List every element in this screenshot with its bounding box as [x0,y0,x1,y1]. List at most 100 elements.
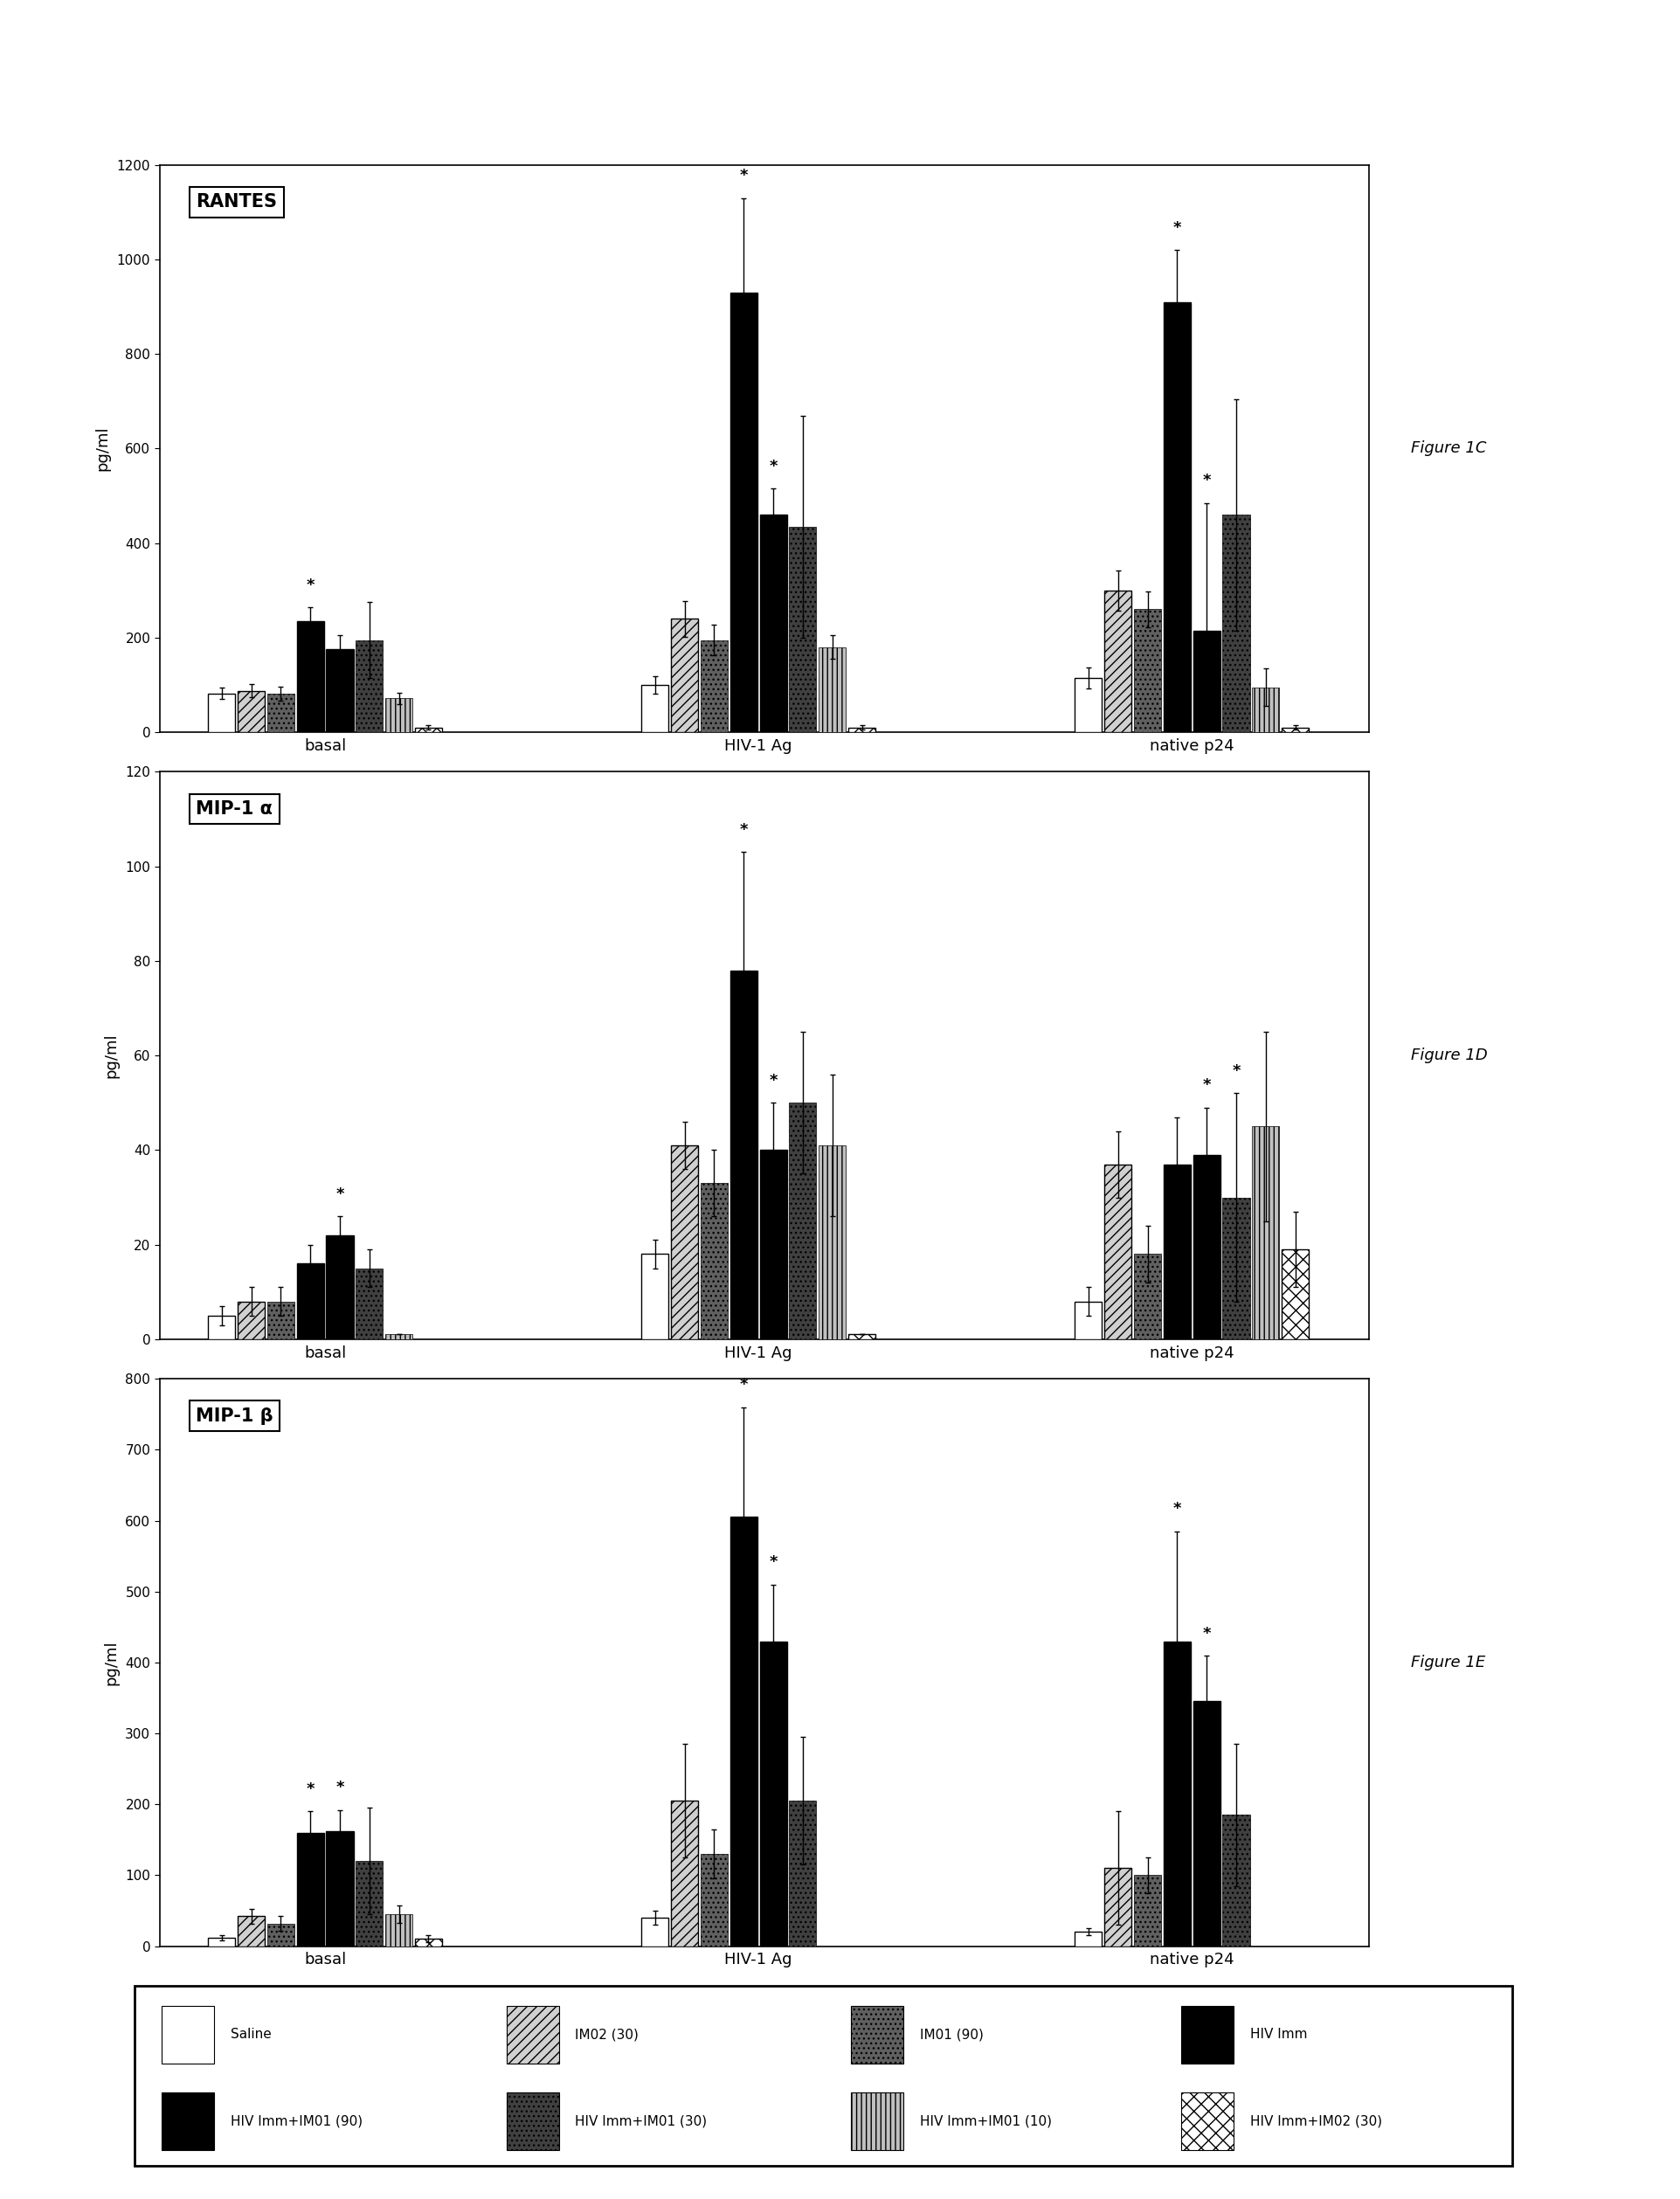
Text: HIV Imm+IM01 (90): HIV Imm+IM01 (90) [230,2115,363,2126]
Text: *: * [1173,1502,1181,1517]
Bar [1223,1814,1250,1946]
Bar [1193,631,1220,732]
Text: *: * [1231,1064,1240,1080]
Y-axis label: pg/ml: pg/ml [96,427,111,471]
Bar [237,1915,265,1946]
Text: MIP-1 β: MIP-1 β [197,1407,274,1425]
Bar [297,1264,324,1339]
Bar [790,1104,816,1339]
Bar [731,1517,758,1946]
Text: Saline: Saline [230,2027,272,2041]
Bar [208,693,235,732]
Bar [1193,1154,1220,1339]
Bar [701,640,727,732]
Bar [790,526,816,732]
Bar [642,686,669,732]
Bar [759,1640,786,1946]
Text: MIP-1 α: MIP-1 α [197,800,272,818]
Text: *: * [769,1555,778,1570]
Bar [1104,1163,1132,1339]
Bar [1164,1163,1191,1339]
Bar [1104,1869,1132,1946]
Bar [701,1183,727,1339]
Text: *: * [739,1377,748,1392]
Bar [1252,1126,1280,1339]
Bar [818,647,847,732]
Bar [850,2005,904,2063]
Text: *: * [739,167,748,185]
Bar [208,1315,235,1339]
Bar [208,1937,235,1946]
Bar [385,1913,413,1946]
Bar [1164,301,1191,732]
Bar [1223,1196,1250,1339]
Text: *: * [306,1781,314,1797]
Bar [1282,728,1309,732]
Bar [1164,1640,1191,1946]
Text: *: * [336,1185,344,1203]
Bar [1223,515,1250,732]
Bar [1252,688,1280,732]
Bar [850,2091,904,2151]
Bar [297,1832,324,1946]
Bar [356,640,383,732]
Bar [506,2005,559,2063]
Bar [506,2091,559,2151]
Bar [267,1924,294,1946]
Bar [670,1801,699,1946]
Bar [326,1832,353,1946]
Bar [385,1335,413,1339]
Bar [701,1854,727,1946]
Text: IM01 (90): IM01 (90) [919,2027,983,2041]
Bar [731,970,758,1339]
Bar [267,693,294,732]
Text: Figure 1E: Figure 1E [1411,1654,1485,1671]
Text: *: * [1203,1078,1211,1093]
Text: HIV Imm+IM01 (30): HIV Imm+IM01 (30) [575,2115,707,2126]
Y-axis label: pg/ml: pg/ml [104,1640,119,1684]
Text: *: * [1203,1625,1211,1640]
Text: *: * [769,460,778,475]
Y-axis label: pg/ml: pg/ml [104,1034,119,1078]
Bar [356,1269,383,1339]
Bar [267,1302,294,1339]
Bar [1075,1302,1102,1339]
Text: *: * [1173,220,1181,235]
Bar [1134,609,1161,732]
Bar [1134,1253,1161,1339]
Bar [731,292,758,732]
Bar [237,1302,265,1339]
Bar [415,1940,442,1946]
Bar [1193,1702,1220,1946]
Bar [642,1918,669,1946]
Text: *: * [306,576,314,594]
Bar [1181,2005,1233,2063]
Text: *: * [769,1073,778,1089]
Bar [1075,1933,1102,1946]
Bar [237,690,265,732]
Text: *: * [1203,473,1211,488]
Text: RANTES: RANTES [197,194,277,211]
Text: *: * [336,1779,344,1797]
Bar [415,728,442,732]
Bar [356,1860,383,1946]
Bar [161,2005,215,2063]
Bar [326,1236,353,1339]
Bar [1282,1249,1309,1339]
Text: *: * [739,822,748,838]
Bar [790,1801,816,1946]
Bar [385,699,413,732]
Bar [818,1146,847,1339]
Bar [326,649,353,732]
Text: Figure 1C: Figure 1C [1411,440,1487,457]
Text: HIV Imm: HIV Imm [1250,2027,1307,2041]
Bar [759,515,786,732]
Bar [297,620,324,732]
Text: HIV Imm+IM02 (30): HIV Imm+IM02 (30) [1250,2115,1383,2126]
Bar [1075,677,1102,732]
Text: Figure 1D: Figure 1D [1411,1047,1488,1064]
Bar [1181,2091,1233,2151]
Bar [759,1150,786,1339]
Bar [642,1253,669,1339]
Bar [670,1146,699,1339]
